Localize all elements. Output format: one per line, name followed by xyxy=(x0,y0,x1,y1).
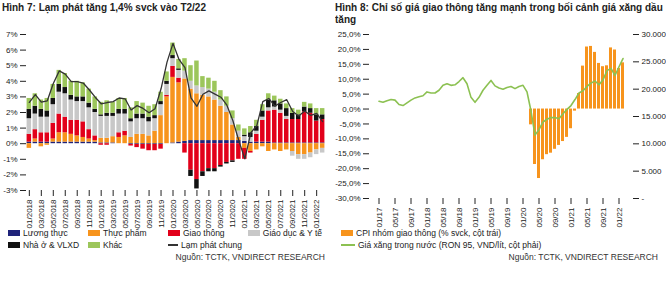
svg-text:5.000: 5.000 xyxy=(642,167,663,176)
html-text:Khác: Khác xyxy=(103,240,123,250)
svg-text:-10,0%: -10,0% xyxy=(335,134,360,143)
svg-text:05/2021: 05/2021 xyxy=(264,199,273,228)
svg-text:09/2020: 09/2020 xyxy=(216,199,225,228)
html-text:CPI nhóm giao thông (% svck, c: CPI nhóm giao thông (% svck, cột trái) xyxy=(356,228,501,238)
svg-text:20,0%: 20,0% xyxy=(338,45,361,54)
svg-text:09/19: 09/19 xyxy=(503,207,512,228)
svg-text:09/21: 09/21 xyxy=(599,207,608,228)
svg-text:11/2019: 11/2019 xyxy=(157,199,166,228)
svg-text:6%: 6% xyxy=(6,46,18,55)
svg-text:09/2019: 09/2019 xyxy=(145,199,154,228)
svg-text:11/2020: 11/2020 xyxy=(228,199,237,228)
svg-text:0%: 0% xyxy=(6,139,18,148)
svg-text:01/2019: 01/2019 xyxy=(97,199,106,228)
svg-text:25.000: 25.000 xyxy=(642,57,666,66)
svg-text:05/2019: 05/2019 xyxy=(121,199,130,228)
svg-text:09/17: 09/17 xyxy=(407,207,416,228)
svg-text:11/2021: 11/2021 xyxy=(300,199,309,228)
svg-text:05/2018: 05/2018 xyxy=(49,199,58,228)
svg-text:-5,0%: -5,0% xyxy=(340,120,361,129)
svg-text:07/2019: 07/2019 xyxy=(133,199,142,228)
svg-text:01/21: 01/21 xyxy=(567,207,576,228)
html-text:Giao thông: Giao thông xyxy=(183,228,225,238)
svg-text:01/2022: 01/2022 xyxy=(312,199,321,228)
svg-text:05/2020: 05/2020 xyxy=(193,199,202,228)
svg-text:0,0%: 0,0% xyxy=(342,105,360,114)
svg-text:01/2018: 01/2018 xyxy=(25,199,34,228)
svg-text:09/18: 09/18 xyxy=(455,207,464,228)
svg-text:03/2021: 03/2021 xyxy=(252,199,261,228)
html-text:Nguồn: TCTK, VNDIRECT RESEARCH: Nguồn: TCTK, VNDIRECT RESEARCH xyxy=(508,252,658,262)
svg-text:5,0%: 5,0% xyxy=(342,90,360,99)
svg-text:11/2018: 11/2018 xyxy=(85,199,94,228)
html-text:Lương thực: Lương thực xyxy=(23,228,68,238)
svg-text:-20,0%: -20,0% xyxy=(335,164,360,173)
svg-text:30.000: 30.000 xyxy=(642,30,666,39)
svg-text:03/2019: 03/2019 xyxy=(109,199,118,228)
svg-text:20.000: 20.000 xyxy=(642,85,666,94)
svg-text:15.000: 15.000 xyxy=(642,112,666,121)
html-text:Nguồn: TCTK, VNDIRECT RESEARCH: Nguồn: TCTK, VNDIRECT RESEARCH xyxy=(175,252,325,262)
svg-text:09/2021: 09/2021 xyxy=(288,199,297,228)
svg-text:09/20: 09/20 xyxy=(551,207,560,228)
html-text:Giá xăng trong nước (RON 95, V: Giá xăng trong nước (RON 95, VND/lít, cộ… xyxy=(358,240,542,250)
svg-text:03/2018: 03/2018 xyxy=(37,199,46,228)
svg-text:1%: 1% xyxy=(6,124,18,133)
svg-text:05/18: 05/18 xyxy=(439,207,448,228)
svg-text:-25,0%: -25,0% xyxy=(335,179,360,188)
svg-text:07/2018: 07/2018 xyxy=(61,199,70,228)
svg-text:01/17: 01/17 xyxy=(375,207,384,228)
svg-text:01/19: 01/19 xyxy=(471,207,480,228)
svg-text:-2%: -2% xyxy=(3,170,17,179)
svg-text:09/2018: 09/2018 xyxy=(73,199,82,228)
svg-text:3%: 3% xyxy=(6,92,18,101)
svg-text:2%: 2% xyxy=(6,108,18,117)
svg-text:05/19: 05/19 xyxy=(487,207,496,228)
svg-text:05/21: 05/21 xyxy=(583,207,592,228)
svg-text:-30,0%: -30,0% xyxy=(335,194,360,203)
svg-text:15,0%: 15,0% xyxy=(338,60,361,69)
svg-text:-1%: -1% xyxy=(3,155,17,164)
html-text:Hình 8: Chỉ số giá giao thông: Hình 8: Chỉ số giá giao thông tăng mạnh … xyxy=(335,2,663,25)
svg-text:07/2021: 07/2021 xyxy=(276,199,285,228)
svg-text:5%: 5% xyxy=(6,61,18,70)
svg-text:7%: 7% xyxy=(6,30,18,39)
svg-text:01/18: 01/18 xyxy=(423,207,432,228)
html-text:Thực phẩm: Thực phẩm xyxy=(103,228,147,238)
svg-text:-15,0%: -15,0% xyxy=(335,149,360,158)
svg-text:01/2020: 01/2020 xyxy=(169,199,178,228)
svg-text:-: - xyxy=(642,194,645,203)
html-text:Lạm phát chung: Lạm phát chung xyxy=(181,240,242,250)
svg-text:10,0%: 10,0% xyxy=(338,75,361,84)
svg-text:01/22: 01/22 xyxy=(615,207,624,228)
svg-text:10.000: 10.000 xyxy=(642,139,666,148)
svg-text:4%: 4% xyxy=(6,77,18,86)
svg-text:25,0%: 25,0% xyxy=(338,30,361,39)
svg-text:03/2020: 03/2020 xyxy=(181,199,190,228)
svg-text:07/2020: 07/2020 xyxy=(204,199,213,228)
svg-text:-3%: -3% xyxy=(3,186,17,195)
html-text:Hình 7: Lạm phát tăng 1,4% svc: Hình 7: Lạm phát tăng 1,4% svck vào T2/2… xyxy=(2,2,206,13)
svg-text:01/20: 01/20 xyxy=(519,207,528,228)
html-text:Nhà ở & VLXD: Nhà ở & VLXD xyxy=(23,240,80,250)
svg-text:05/20: 05/20 xyxy=(535,207,544,228)
html-text:Giáo dục & Y tế: Giáo dục & Y tế xyxy=(262,228,322,238)
svg-text:01/2021: 01/2021 xyxy=(240,199,249,228)
svg-text:05/17: 05/17 xyxy=(391,207,400,228)
